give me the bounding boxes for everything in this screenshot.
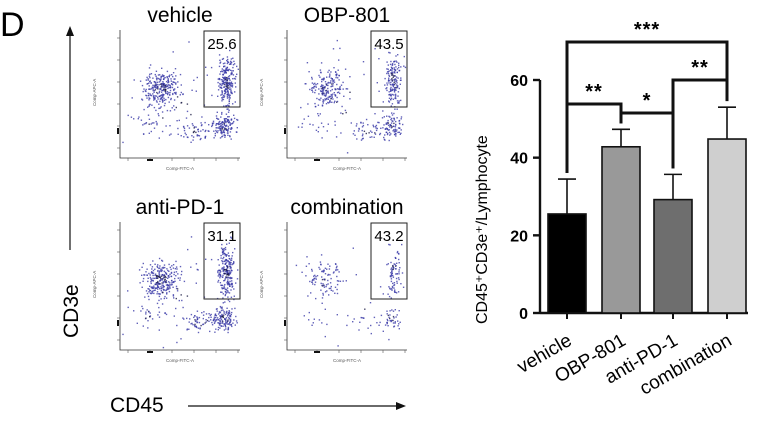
cd45-axis-label: CD45 [110, 394, 164, 417]
significance-label: ** [691, 57, 709, 79]
flow-axis-marker [284, 128, 286, 134]
gate-value: 31.1 [207, 228, 236, 245]
bar-anti-PD-1 [653, 198, 693, 314]
flow-inner-y-label: Comp-APC-A [92, 271, 97, 298]
flow-dot-cloud [122, 236, 239, 349]
flow-axis-marker [147, 159, 153, 161]
significance-label: ** [585, 81, 603, 103]
flow-gate [203, 222, 241, 300]
bar-combination [707, 138, 747, 314]
flow-inner-x-label: Comp-FITC-A [333, 166, 361, 171]
flow-plot-title: combination [290, 196, 403, 219]
flow-plot-axes [119, 30, 240, 159]
cd3e-axis-label: CD3e [60, 284, 83, 338]
flow-plot-0: vehicle Comp-FITC-A Comp-APC-A 25.6 [92, 4, 241, 171]
flow-axis-marker [314, 159, 320, 161]
y-tick-label: 20 [510, 228, 528, 245]
flow-inner-x-label: Comp-FITC-A [166, 166, 194, 171]
flow-inner-y-label: Comp-APC-A [259, 271, 264, 298]
flow-inner-y-label: Comp-APC-A [92, 79, 97, 106]
flow-inner-x-label: Comp-FITC-A [166, 358, 194, 363]
gate-value: 43.5 [374, 36, 403, 53]
flow-gate [203, 30, 241, 108]
gate-value: 25.6 [207, 36, 236, 53]
flow-axis-marker [117, 320, 119, 326]
flow-axis-marker [117, 128, 119, 134]
flow-axis-marker [314, 351, 320, 353]
flow-plot-title: anti-PD-1 [136, 196, 225, 219]
flow-plot-2: anti-PD-1 Comp-FITC-A Comp-APC-A 31.1 [92, 196, 241, 363]
cd3e-axis-arrowhead [66, 26, 74, 36]
flow-plot-title: vehicle [147, 4, 212, 27]
y-tick-label: 0 [519, 306, 528, 323]
bar-vehicle [547, 213, 587, 314]
flow-axis-marker [284, 320, 286, 326]
panel-letter: D [0, 6, 25, 44]
cd45-axis-arrowhead [396, 402, 406, 410]
flow-inner-x-label: Comp-FITC-A [333, 358, 361, 363]
flow-axis-marker [147, 351, 153, 353]
flow-plot-axes [286, 222, 407, 351]
flow-plot-title: OBP-801 [304, 4, 390, 27]
flow-cytometry-panels: vehicle Comp-FITC-A Comp-APC-A 25.6 OBP-801 C… [92, 4, 408, 363]
flow-plot-axes [286, 30, 407, 159]
gate-value: 43.2 [374, 228, 403, 245]
flow-inner-y-label: Comp-APC-A [259, 79, 264, 106]
bar-chart: 0204060CD45⁺CD3e⁺/LymphocytevehicleOBP-8… [474, 19, 748, 400]
bar-y-axis-label: CD45⁺CD3e⁺/Lymphocyte [474, 135, 491, 324]
significance-label: *** [634, 19, 660, 41]
flow-plot-1: OBP-801 Comp-FITC-A Comp-APC-A 43.5 [259, 4, 408, 171]
flow-plot-3: combination Comp-FITC-A Comp-APC-A 43.2 [259, 196, 408, 363]
flow-dot-cloud [297, 39, 407, 154]
y-tick-label: 60 [510, 73, 528, 90]
flow-gate [370, 30, 408, 108]
significance-bracket [671, 78, 729, 169]
y-tick-label: 40 [510, 151, 528, 168]
flow-dot-cloud [295, 243, 405, 347]
bar-OBP-801 [601, 145, 641, 314]
significance-label: * [643, 90, 652, 112]
flow-gate [370, 222, 408, 300]
flow-dot-cloud [122, 41, 239, 144]
flow-plot-axes [119, 222, 240, 351]
